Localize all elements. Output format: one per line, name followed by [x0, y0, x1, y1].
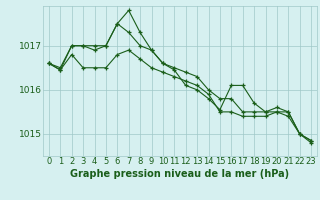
X-axis label: Graphe pression niveau de la mer (hPa): Graphe pression niveau de la mer (hPa) [70, 169, 290, 179]
